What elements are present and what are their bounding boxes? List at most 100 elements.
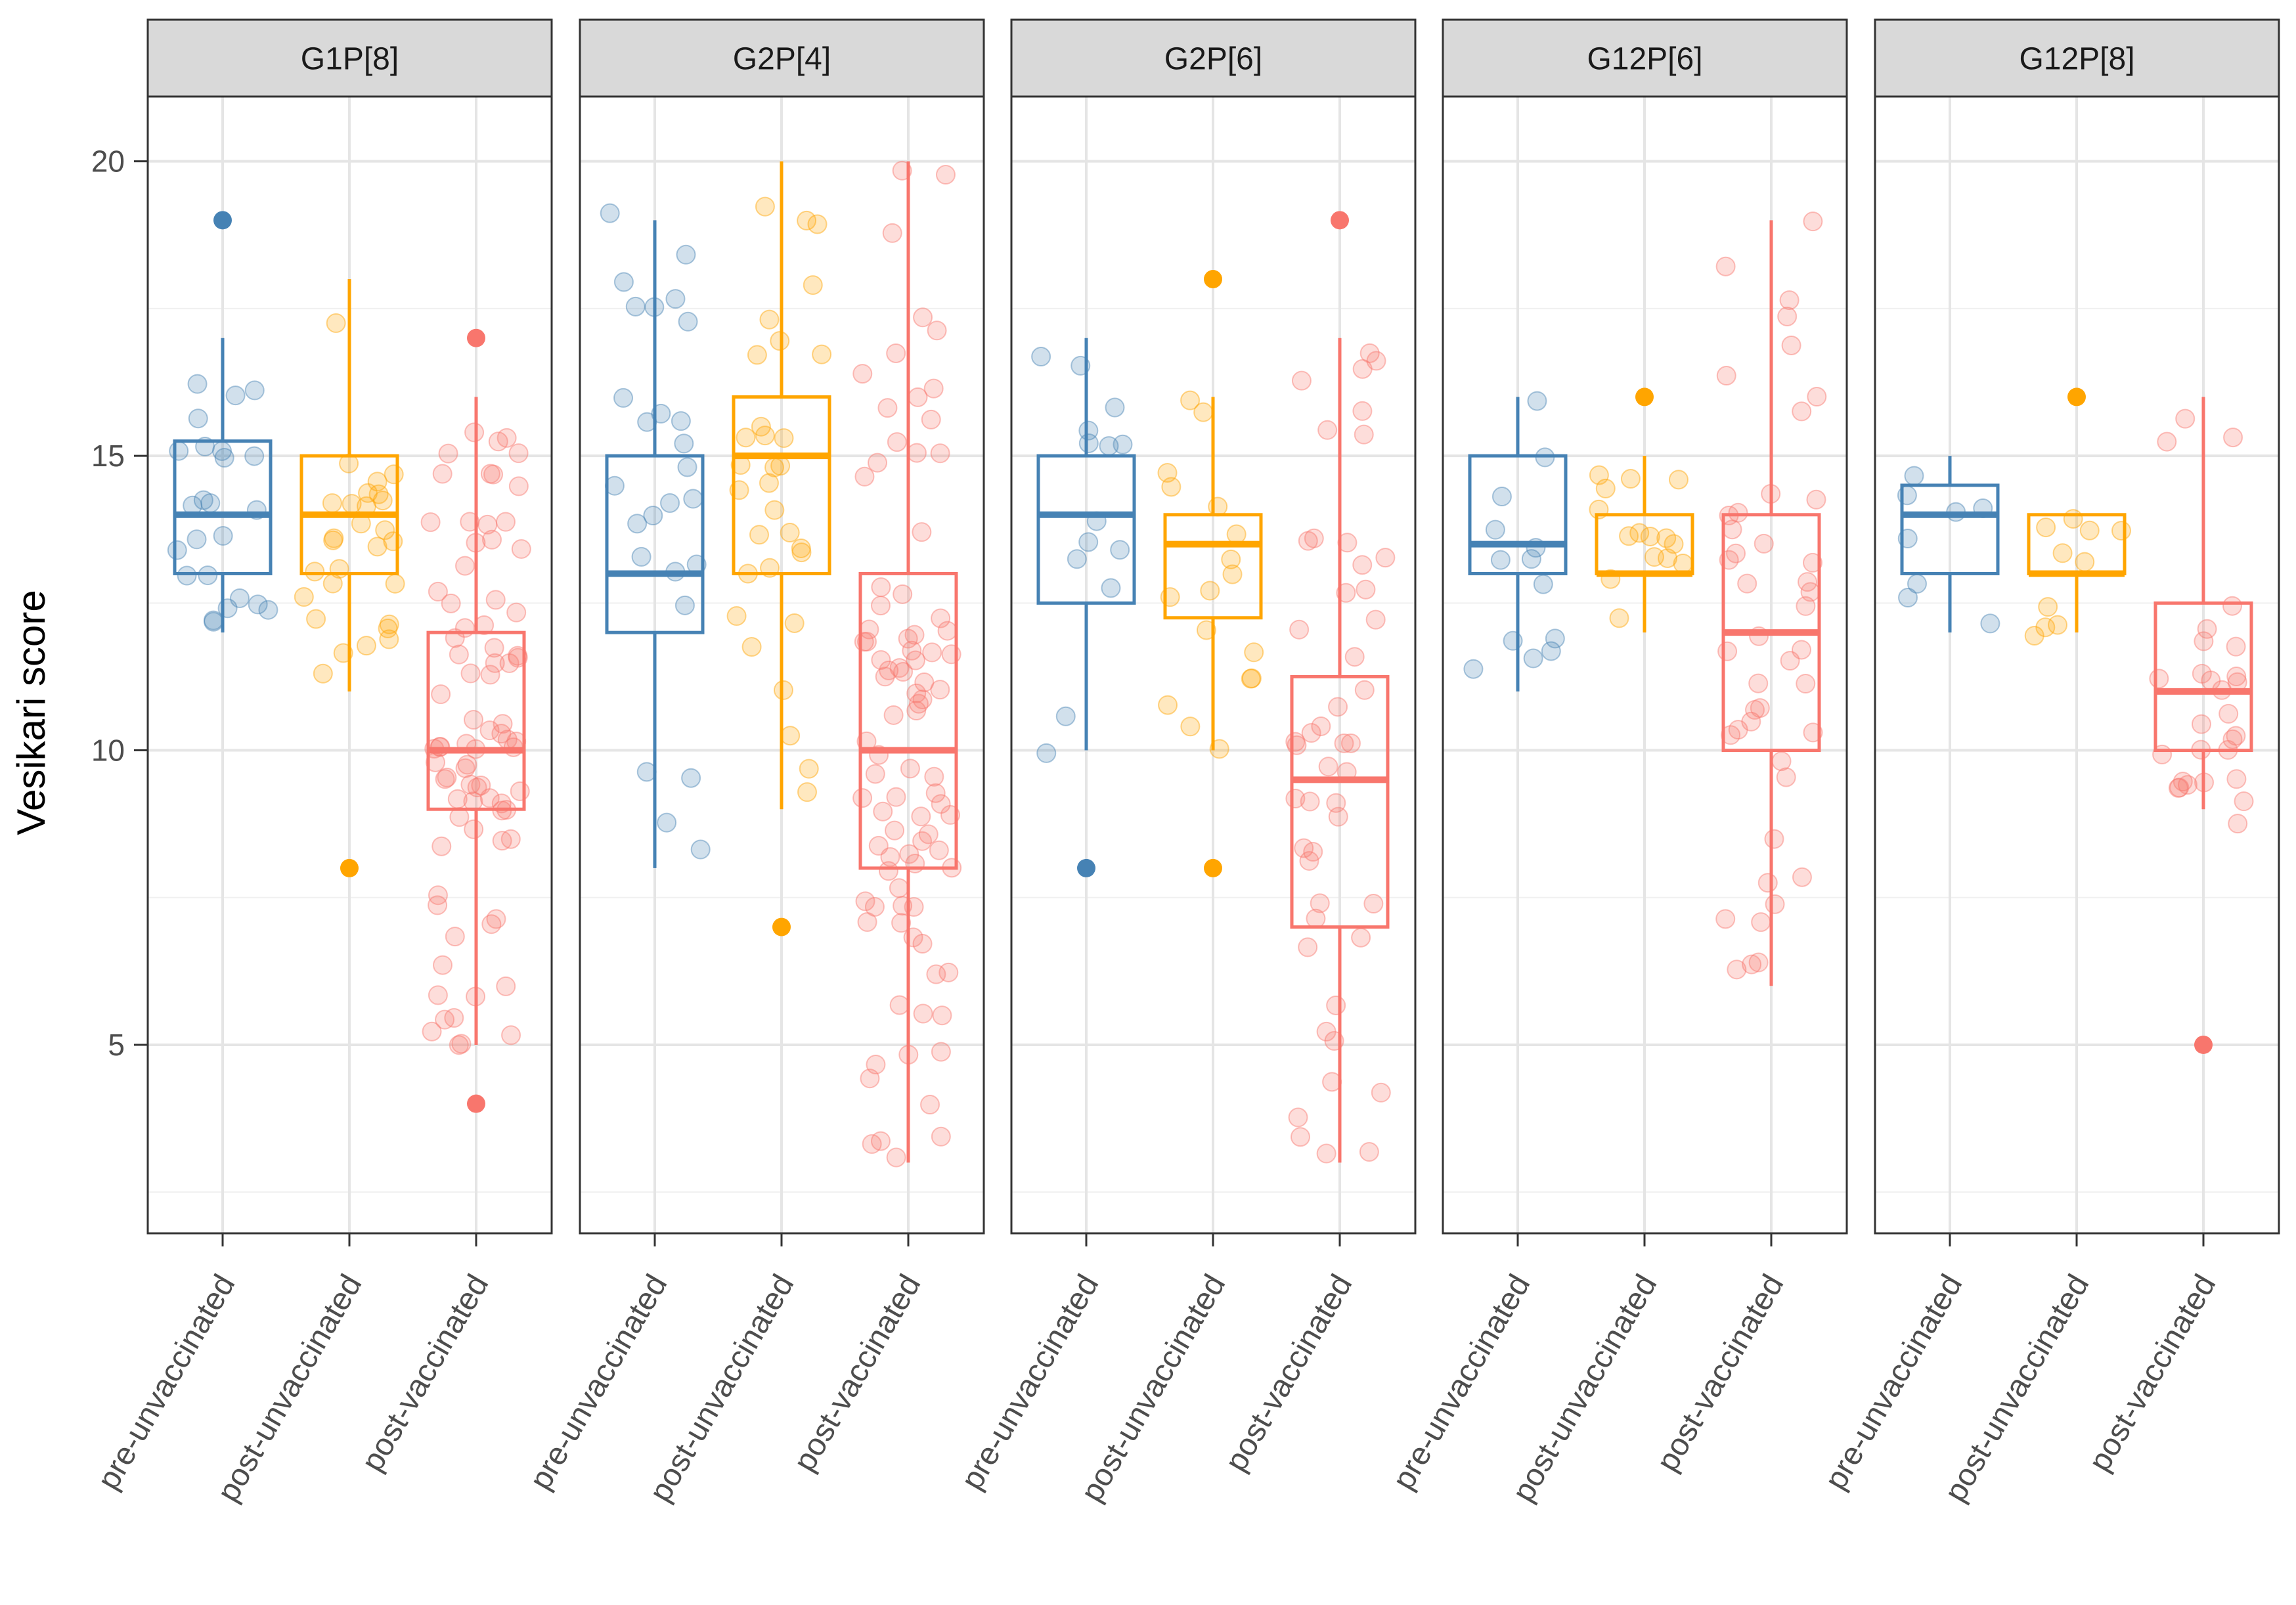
- jitter-point: [1317, 420, 1338, 440]
- jitter-point: [2035, 617, 2056, 638]
- jitter-point: [2168, 778, 2188, 798]
- jitter-point: [1291, 370, 1312, 391]
- jitter-point: [930, 680, 950, 700]
- jitter-point: [855, 891, 875, 912]
- jitter-point: [1765, 894, 1785, 914]
- jitter-point: [935, 165, 956, 185]
- jitter-point: [931, 794, 951, 814]
- jitter-point: [1721, 725, 1741, 745]
- jitter-point: [481, 914, 502, 934]
- outlier-point: [1204, 858, 1222, 877]
- jitter-point: [909, 693, 929, 714]
- jitter-point: [428, 581, 448, 602]
- jitter-point: [2234, 791, 2254, 812]
- jitter-point: [356, 636, 376, 656]
- jitter-point: [660, 493, 680, 513]
- jitter-point: [882, 223, 902, 243]
- jitter-point: [188, 408, 208, 429]
- jitter-point: [2194, 631, 2214, 651]
- jitter-point: [1748, 952, 1769, 973]
- box-body: [173, 439, 273, 575]
- jitter-point: [1791, 640, 1811, 660]
- jitter-point: [322, 493, 342, 514]
- jitter-point: [229, 588, 250, 608]
- jitter-point: [1806, 489, 1826, 510]
- jitter-point: [938, 962, 959, 982]
- jitter-point: [1359, 343, 1380, 363]
- jitter-point: [432, 464, 453, 484]
- jitter-point: [1158, 695, 1178, 715]
- jitter-point: [2175, 408, 2196, 429]
- jitter-point: [225, 385, 246, 406]
- jitter-point: [889, 878, 909, 898]
- jitter-point: [441, 593, 461, 613]
- jitter-point: [460, 512, 480, 532]
- jitter-point: [1751, 912, 1771, 933]
- jitter-point: [1285, 789, 1306, 809]
- jitter-point: [1807, 387, 1827, 407]
- jitter-point: [422, 1021, 442, 1042]
- box-body: [1468, 454, 1568, 575]
- jitter-point: [926, 964, 946, 984]
- jitter-point: [1589, 465, 1609, 485]
- jitter-point: [1298, 937, 1318, 957]
- jitter-point: [931, 1042, 951, 1062]
- jitter-point: [455, 758, 475, 778]
- outlier-point: [2194, 1035, 2213, 1054]
- jitter-point: [1352, 555, 1373, 575]
- jitter-point: [1717, 641, 1738, 661]
- jitter-point: [913, 307, 933, 328]
- outlier-point: [1204, 270, 1222, 289]
- jitter-point: [1533, 574, 1553, 594]
- box-pre-unvaccinated: [1031, 338, 1136, 877]
- jitter-point: [1300, 791, 1320, 812]
- jitter-point: [1656, 528, 1677, 548]
- jitter-point: [674, 433, 694, 454]
- jitter-point: [1737, 573, 1757, 594]
- jitter-point: [193, 490, 213, 510]
- jitter-point: [1180, 390, 1201, 410]
- jitter-point: [854, 466, 875, 487]
- jitter-point: [741, 636, 762, 657]
- jitter-point: [460, 774, 481, 795]
- jitter-point: [1629, 523, 1650, 543]
- jitter-point: [927, 320, 947, 341]
- jitter-point: [918, 824, 938, 845]
- jitter-point: [690, 839, 711, 860]
- y-tick-label: 5: [108, 1028, 125, 1062]
- jitter-point: [866, 1055, 886, 1075]
- jitter-point: [747, 345, 767, 365]
- box-post-vaccinated: [852, 160, 962, 1168]
- jitter-point: [681, 768, 701, 788]
- jitter-point: [799, 759, 819, 779]
- jitter-point: [912, 934, 933, 954]
- jitter-point: [726, 606, 747, 627]
- jitter-point: [1792, 867, 1812, 887]
- jitter-point: [449, 1035, 469, 1055]
- jitter-point: [1226, 524, 1247, 544]
- jitter-point: [1619, 526, 1639, 546]
- jitter-point: [480, 464, 500, 484]
- jitter-point: [1304, 528, 1324, 548]
- jitter-point: [906, 701, 927, 721]
- jitter-point: [1657, 548, 1677, 568]
- jitter-point: [1301, 723, 1321, 743]
- jitter-point: [1491, 487, 1512, 507]
- jitter-point: [676, 244, 696, 265]
- jitter-point: [1113, 434, 1133, 454]
- jitter-point: [924, 766, 944, 787]
- jitter-point: [447, 789, 468, 809]
- jitter-point: [774, 428, 794, 449]
- jitter-point: [868, 452, 888, 473]
- outlier-point: [340, 858, 359, 877]
- jitter-point: [435, 769, 455, 789]
- jitter-point: [2038, 597, 2058, 617]
- jitter-point: [923, 378, 944, 399]
- jitter-point: [920, 1095, 940, 1115]
- box-pre-unvaccinated: [1463, 391, 1568, 692]
- jitter-point: [379, 629, 399, 649]
- jitter-point: [1299, 850, 1319, 871]
- jitter-point: [643, 506, 663, 526]
- jitter-point: [485, 590, 506, 610]
- jitter-point: [2075, 552, 2095, 572]
